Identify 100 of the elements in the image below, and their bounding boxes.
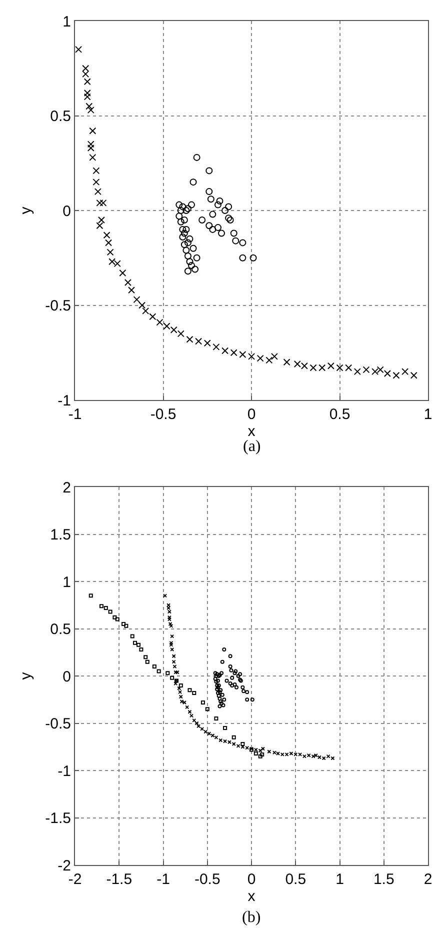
y-tick-label: -1.5 (45, 810, 71, 827)
y-tick-label: 0 (62, 202, 71, 220)
point (218, 696, 222, 701)
point (240, 685, 245, 690)
point (180, 216, 188, 224)
point (213, 676, 218, 681)
point (180, 241, 188, 248)
y-tick-label: -0.5 (45, 716, 71, 732)
point (108, 610, 112, 614)
point (188, 688, 192, 692)
point (180, 230, 188, 237)
y-tick-label: 1 (62, 13, 71, 30)
y-axis-title: y (17, 206, 34, 214)
point (176, 201, 183, 208)
point (136, 642, 141, 647)
point (193, 154, 200, 161)
point (232, 671, 237, 676)
point (179, 203, 186, 210)
point (182, 207, 190, 214)
point (230, 676, 234, 680)
point (230, 683, 234, 688)
point (115, 617, 120, 622)
point (179, 226, 186, 233)
x-tick-label: 1.5 (373, 871, 394, 888)
point (184, 205, 192, 212)
x-tick-label: 1 (424, 406, 432, 423)
point (198, 216, 206, 224)
point (186, 235, 194, 242)
point (222, 698, 226, 702)
y-tick-label: 1 (62, 574, 71, 591)
point (245, 690, 250, 694)
point (245, 698, 250, 702)
point (209, 226, 216, 233)
point (99, 604, 104, 608)
point (122, 622, 126, 626)
point (218, 690, 222, 694)
point (260, 752, 264, 756)
point (192, 266, 199, 273)
point (240, 742, 245, 746)
point (152, 664, 156, 669)
point (224, 678, 229, 683)
point (239, 239, 246, 246)
point (179, 234, 186, 241)
point (207, 196, 214, 203)
point (192, 691, 196, 696)
y-tick-label: 0.5 (50, 108, 71, 125)
y-axis-title: y (17, 672, 34, 680)
point (206, 167, 213, 174)
x-tick-label: 0.5 (329, 406, 350, 423)
y-tick-label: -1 (58, 762, 71, 780)
point (258, 754, 262, 758)
point (190, 244, 197, 252)
point (124, 624, 128, 628)
point (177, 218, 184, 226)
point (206, 222, 213, 230)
point (218, 688, 223, 692)
point (234, 669, 238, 674)
point (214, 716, 218, 721)
point (228, 664, 232, 669)
x-tick-label: 0 (247, 406, 256, 423)
y-tick-label: -0.5 (45, 298, 71, 314)
point (190, 178, 197, 186)
point (216, 683, 221, 688)
point (188, 262, 195, 269)
y-tick-label: 2 (62, 479, 71, 496)
y-tick-label: 0 (62, 668, 71, 686)
point (239, 254, 246, 262)
point (193, 254, 200, 262)
point (216, 694, 221, 698)
x-axis-title: x (248, 423, 256, 440)
x-tick-label: -0.5 (150, 406, 176, 423)
x-tick-label: -1 (156, 871, 170, 888)
point (209, 210, 216, 218)
point (218, 230, 225, 237)
point (232, 237, 240, 244)
x-tick-label: 1 (336, 871, 344, 888)
point (232, 682, 237, 687)
point (145, 660, 150, 664)
point (220, 692, 224, 697)
point (234, 685, 238, 690)
x-tick-label: -0.5 (194, 871, 220, 888)
point (254, 751, 258, 756)
point (214, 224, 222, 232)
x-tick-label: 2 (424, 871, 432, 888)
point (236, 674, 240, 678)
point (184, 239, 192, 246)
point (130, 634, 134, 638)
point (221, 703, 226, 708)
x-tick-label: -1.5 (106, 871, 132, 888)
point (218, 700, 223, 704)
point (216, 198, 224, 205)
y-tick-label: -1 (58, 392, 71, 410)
point (104, 606, 108, 610)
point (220, 671, 224, 676)
y-tick-label: -2 (58, 857, 71, 874)
point (238, 672, 242, 676)
point (205, 707, 210, 712)
point (206, 188, 213, 196)
point (186, 258, 194, 266)
point (213, 671, 218, 676)
